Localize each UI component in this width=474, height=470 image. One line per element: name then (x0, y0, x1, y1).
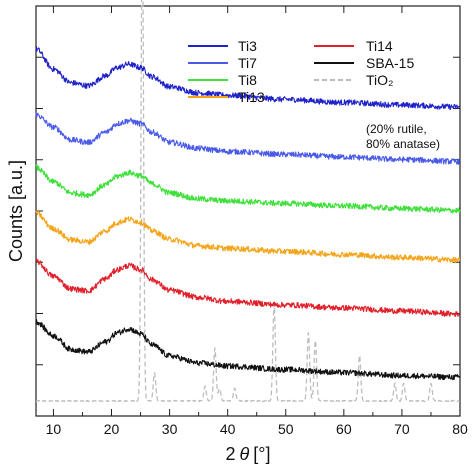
y-axis-label: Counts [a.u.] (6, 160, 26, 262)
x-tick-label: 70 (394, 421, 410, 437)
x-axis-label-theta: θ (240, 444, 250, 464)
series-line-sba-15 (35, 318, 461, 381)
series-line-ti13 (35, 210, 461, 264)
x-tick-label: 60 (336, 421, 352, 437)
series-line-ti7 (35, 112, 461, 165)
x-axis-label-unit: [°] (253, 444, 270, 464)
x-axis-label-main: 2 (226, 444, 236, 464)
series-line-ti8 (35, 164, 461, 214)
legend-label: SBA-15 (366, 55, 414, 71)
legend-label: Ti7 (238, 55, 257, 71)
series-line-ti3 (35, 45, 461, 111)
legend-note-line-2: 80% anatase) (366, 137, 440, 151)
legend-label: Ti14 (366, 38, 393, 54)
series-line-ti14 (35, 257, 460, 318)
x-tick-label: 20 (104, 421, 120, 437)
legend-note-line-1: (20% rutile, (366, 122, 427, 136)
x-tick-label: 80 (452, 421, 468, 437)
legend-label: Ti13 (238, 89, 265, 105)
x-tick-label: 10 (46, 421, 62, 437)
x-axis-label: 2 θ [°] (226, 444, 271, 464)
legend-label: Ti8 (238, 72, 257, 88)
legend-label: TiO₂ (366, 72, 393, 88)
x-tick-label: 40 (220, 421, 236, 437)
x-axis-ticks (52, 6, 461, 416)
x-tick-label: 30 (162, 421, 178, 437)
series-line-tio- (35, 0, 461, 403)
x-tick-label: 50 (278, 421, 294, 437)
legend-label: Ti3 (238, 38, 257, 54)
x-tick-labels: 10 20 30 40 50 60 70 80 (46, 421, 468, 437)
series-layer (35, 0, 461, 403)
